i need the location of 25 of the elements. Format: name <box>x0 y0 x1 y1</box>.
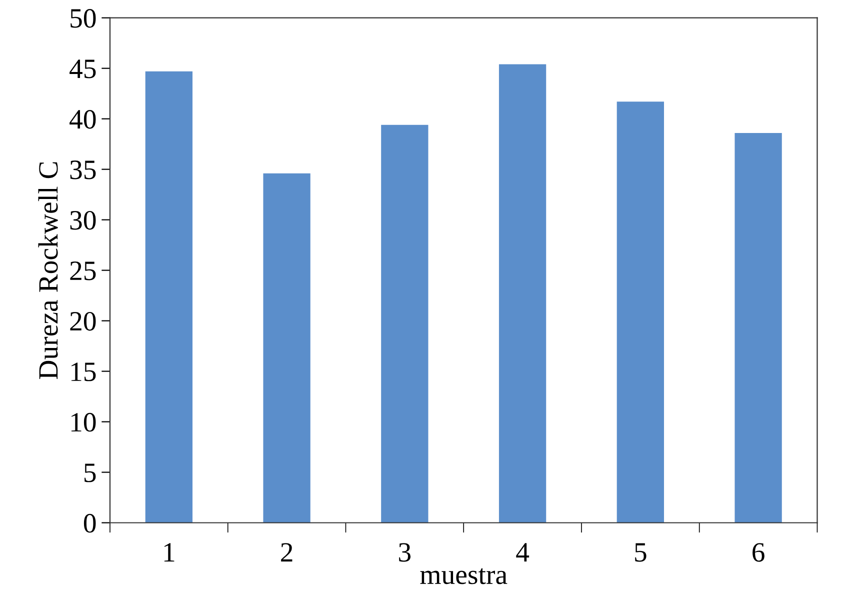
y-tick-label: 40 <box>70 110 96 129</box>
y-tick-label: 50 <box>70 9 96 28</box>
bar <box>616 102 664 523</box>
bar <box>734 132 782 523</box>
y-tick-label: 0 <box>84 514 96 533</box>
x-tick-label: 3 <box>399 543 411 562</box>
y-tick-label: 45 <box>70 60 96 78</box>
y-tick-label: 5 <box>84 464 96 482</box>
y-tick-label: 25 <box>70 262 96 280</box>
x-tick-label: 1 <box>164 543 174 562</box>
x-tick-label: 2 <box>281 543 292 562</box>
bar <box>263 173 310 523</box>
y-tick-label: 10 <box>71 412 96 432</box>
y-tick-label: 15 <box>71 362 96 382</box>
y-tick-label: 20 <box>70 312 96 331</box>
y-axis-title: Dureza Rockwell C <box>38 162 58 380</box>
x-tick-label: 5 <box>635 543 646 562</box>
x-tick-label: 6 <box>752 543 764 562</box>
y-tick-label: 30 <box>70 210 96 230</box>
bar <box>381 124 428 523</box>
bar <box>498 64 546 523</box>
x-tick-label: 4 <box>516 543 530 562</box>
bar <box>145 71 192 523</box>
y-tick-label: 35 <box>70 160 96 180</box>
x-axis-title: muestra <box>420 568 508 584</box>
